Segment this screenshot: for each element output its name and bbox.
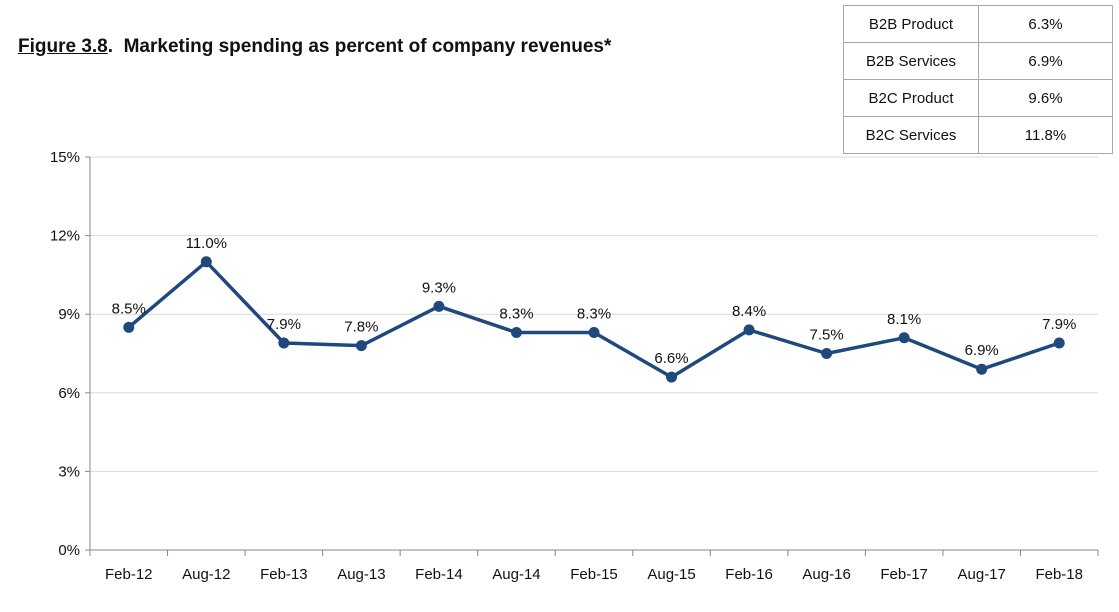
summary-label-b2c-services: B2C Services xyxy=(843,116,979,154)
x-tick-label: Feb-17 xyxy=(880,566,928,583)
y-tick-label: 3% xyxy=(58,463,80,480)
x-tick-label: Feb-15 xyxy=(570,566,618,583)
data-point xyxy=(588,327,600,339)
x-tick-label: Feb-18 xyxy=(1035,566,1083,583)
figure-title-text: Marketing spending as percent of company… xyxy=(123,36,612,57)
summary-row-b2c-product: B2C Product 9.6% xyxy=(843,79,1113,117)
x-tick-label: Feb-13 xyxy=(260,566,308,583)
data-label: 6.6% xyxy=(654,350,688,367)
x-tick-label: Aug-17 xyxy=(958,566,1006,583)
data-point xyxy=(278,337,290,349)
x-axis-ticks: Feb-12 Aug-12 Feb-13 Aug-13 Feb-14 Aug-14 Feb-… xyxy=(89,550,1099,583)
data-label: 6.9% xyxy=(965,342,999,359)
data-point xyxy=(1053,337,1065,349)
figure-number: Figure 3.8 xyxy=(18,36,108,57)
x-tick-label: Aug-13 xyxy=(337,566,385,583)
y-tick-label: 12% xyxy=(50,228,80,245)
data-point xyxy=(200,256,212,268)
data-point xyxy=(821,348,833,359)
summary-row-b2b-services: B2B Services 6.9% xyxy=(843,42,1113,80)
data-label: 8.1% xyxy=(887,311,921,328)
summary-value-b2b-services: 6.9% xyxy=(978,42,1113,80)
x-tick-label: Feb-12 xyxy=(105,566,153,583)
x-tick-label: Feb-14 xyxy=(415,566,463,583)
x-tick-label: Feb-16 xyxy=(725,566,773,583)
summary-table: B2B Product 6.3% B2B Services 6.9% B2C P… xyxy=(843,5,1113,154)
summary-label-b2c-product: B2C Product xyxy=(843,79,979,117)
data-label: 8.4% xyxy=(732,303,766,320)
data-point xyxy=(743,324,755,336)
data-label: 8.5% xyxy=(112,300,146,317)
x-tick-label: Aug-15 xyxy=(647,566,695,583)
axes xyxy=(89,157,1098,551)
y-axis-ticks: 0% 3% 6% 9% 12% 15% xyxy=(50,149,90,559)
data-label: 7.9% xyxy=(267,316,301,333)
summary-value-b2c-product: 9.6% xyxy=(978,79,1113,117)
data-label: 9.3% xyxy=(422,279,456,296)
data-point xyxy=(898,332,910,344)
data-label: 7.8% xyxy=(344,319,378,336)
summary-value-b2c-services: 11.8% xyxy=(978,116,1113,154)
x-tick-label: Aug-16 xyxy=(802,566,850,583)
data-point xyxy=(355,340,367,352)
x-tick-label: Aug-14 xyxy=(492,566,540,583)
summary-value-b2b-product: 6.3% xyxy=(978,5,1113,43)
figure-number-separator: . xyxy=(107,36,114,57)
data-label: 8.3% xyxy=(577,306,611,323)
data-label: 7.5% xyxy=(810,327,844,344)
y-tick-label: 0% xyxy=(58,542,80,559)
data-labels: 8.5% 11.0% 7.9% 7.8% 9.3% 8.3% 8.3% 6.6% 8.4% 7.5… xyxy=(112,235,1077,367)
data-points xyxy=(123,256,1065,383)
summary-row-b2c-services: B2C Services 11.8% xyxy=(843,116,1113,154)
data-point xyxy=(510,327,522,339)
data-point xyxy=(433,300,445,312)
data-point xyxy=(976,363,988,375)
data-label: 8.3% xyxy=(499,306,533,323)
data-point xyxy=(123,321,135,333)
x-tick-label: Aug-12 xyxy=(182,566,230,583)
y-tick-label: 6% xyxy=(58,385,80,402)
data-label: 11.0% xyxy=(186,235,227,252)
figure-title: Figure 3.8. Marketing spending as percen… xyxy=(18,36,611,58)
y-tick-label: 9% xyxy=(58,306,80,323)
summary-row-b2b-product: B2B Product 6.3% xyxy=(843,5,1113,43)
data-point xyxy=(666,371,678,383)
y-tick-label: 15% xyxy=(50,149,80,166)
data-label: 7.9% xyxy=(1042,316,1076,333)
